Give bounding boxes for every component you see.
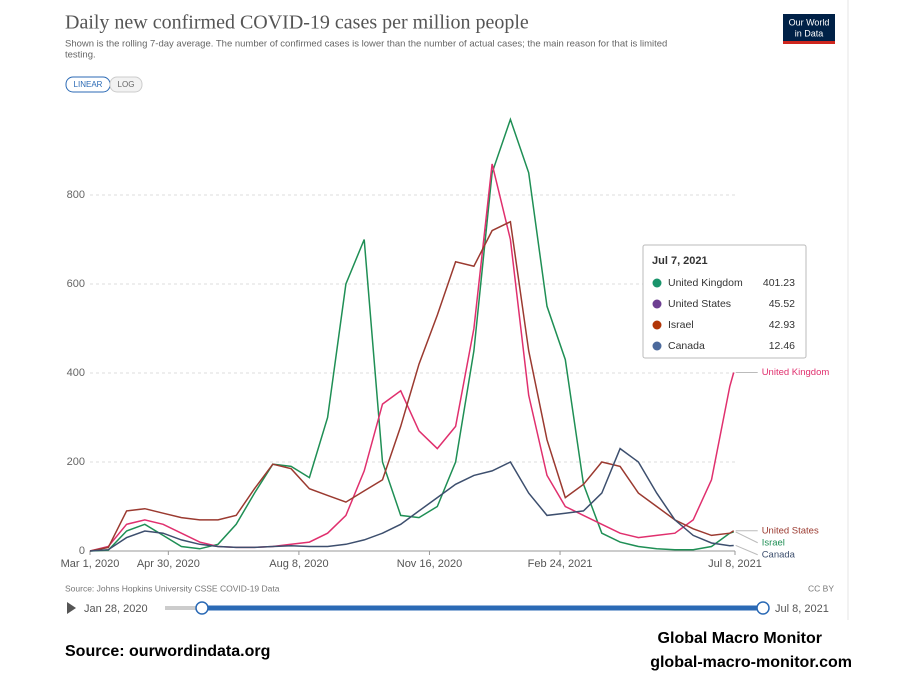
tooltip-dot <box>652 320 662 330</box>
y-tick-label: 800 <box>67 189 85 201</box>
y-tick-label: 0 <box>79 545 85 557</box>
logo-bar <box>783 41 835 44</box>
timeline-handle[interactable] <box>195 601 209 615</box>
tooltip-value: 42.93 <box>769 319 795 331</box>
log-button[interactable] <box>109 76 143 93</box>
tooltip-name: Canada <box>668 340 705 352</box>
chart-title: Daily new confirmed COVID-19 cases per m… <box>65 12 529 34</box>
timeline-start: Jan 28, 2020 <box>84 603 148 615</box>
x-tick-label: Feb 24, 2021 <box>528 558 593 570</box>
series-label: Canada <box>762 549 796 560</box>
tooltip-value: 12.46 <box>769 340 795 352</box>
footer-source: Source: ourwordindata.org <box>65 643 270 660</box>
series-label: United Kingdom <box>762 367 830 378</box>
timeline-end: Jul 8, 2021 <box>775 603 829 615</box>
tooltip-dot <box>652 278 662 288</box>
source: Source: Johns Hopkins University CSSE CO… <box>65 583 280 593</box>
license: CC BY <box>808 583 834 593</box>
y-tick-label: 400 <box>67 367 85 379</box>
tooltip-dot <box>652 299 662 309</box>
tooltip-name: United Kingdom <box>668 277 743 289</box>
y-tick-label: 200 <box>67 456 85 468</box>
tooltip-value: 45.52 <box>769 298 795 310</box>
tooltip <box>642 244 807 359</box>
footer-brand: Global Macro Monitor <box>658 630 822 647</box>
series-label: Israel <box>762 537 785 548</box>
y-tick-label: 600 <box>67 278 85 290</box>
plot: 0 200 400 600 800 Mar 1, 2020 Apr 30, 2020 Aug … <box>61 117 830 570</box>
subtitle: Shown is the rolling 7-day average. The … <box>65 39 667 50</box>
x-tick-label: Jul 8, 2021 <box>708 558 762 570</box>
subtitle: testing. <box>65 50 96 61</box>
series-line <box>89 220 735 552</box>
x-tick-label: Apr 30, 2020 <box>137 558 200 570</box>
tooltip-date: Jul 7, 2021 <box>652 255 708 267</box>
button-label: LINEAR <box>74 80 103 89</box>
x-tick-label: Nov 16, 2020 <box>397 558 462 570</box>
logo-text: in Data <box>795 28 824 38</box>
tooltip-name: Israel <box>668 319 694 331</box>
tooltip-dot <box>652 341 662 351</box>
series-line <box>89 447 734 552</box>
x-tick-label: Aug 8, 2020 <box>269 558 328 570</box>
timeline-handle[interactable] <box>756 601 770 615</box>
label-connector <box>735 544 758 556</box>
play-button[interactable] <box>67 602 76 614</box>
series-line <box>89 117 734 552</box>
logo <box>783 14 835 44</box>
tooltip-value: 401.23 <box>763 277 795 289</box>
footer-url: global-macro-monitor.com <box>650 654 852 671</box>
button-label: LOG <box>118 80 135 89</box>
logo-text: Our World <box>789 17 830 27</box>
x-tick-label: Mar 1, 2020 <box>61 558 120 570</box>
label-connector <box>735 531 758 544</box>
series-line <box>89 163 735 552</box>
series-label: United States <box>762 525 819 536</box>
tooltip-name: United States <box>668 298 731 310</box>
